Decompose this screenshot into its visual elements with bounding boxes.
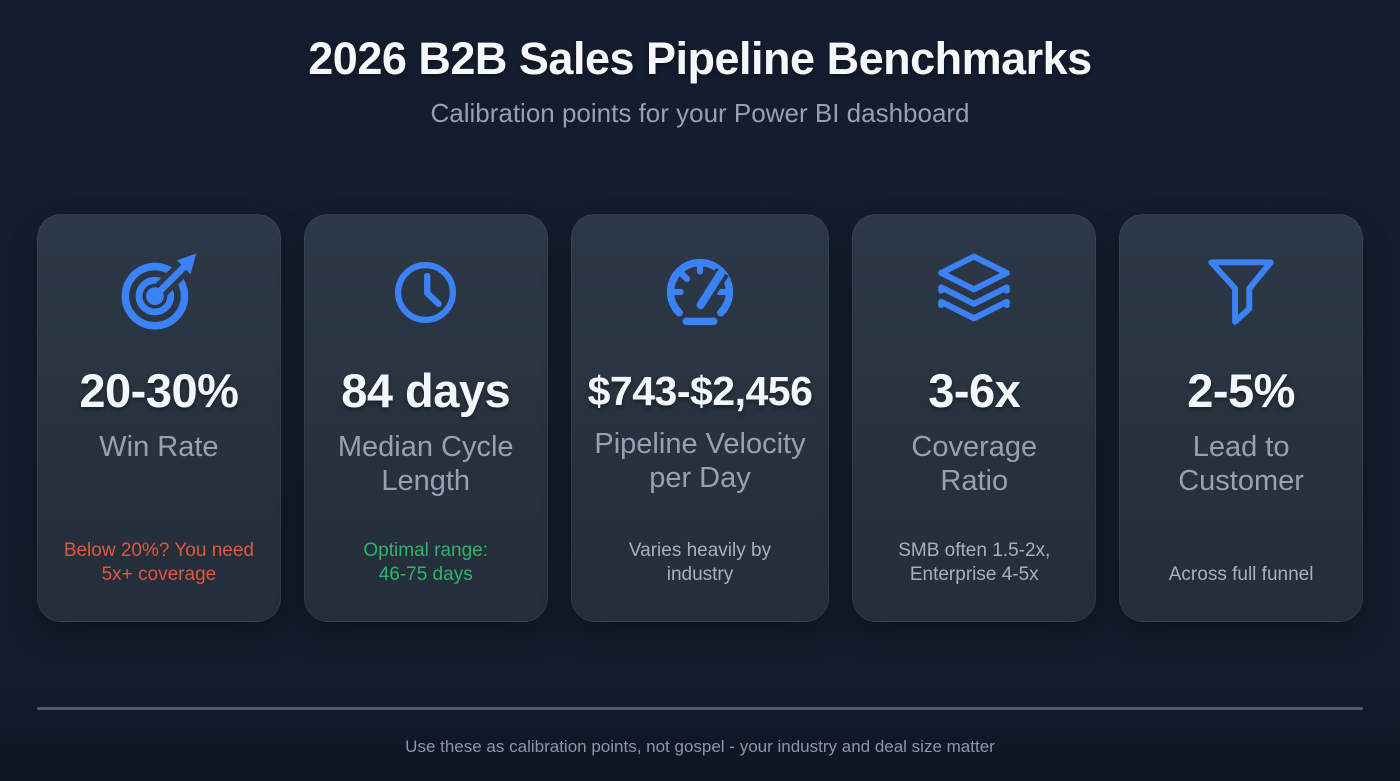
footer-disclaimer: Use these as calibration points, not gos…: [405, 737, 995, 756]
stat-value: 20-30%: [79, 364, 239, 417]
stat-card-coverage-ratio: 3-6x Coverage Ratio SMB often 1.5-2x, En…: [852, 214, 1097, 622]
stat-note: SMB often 1.5-2x, Enterprise 4-5x: [898, 540, 1051, 585]
stat-value: 84 days: [341, 364, 511, 417]
speedometer-icon: [660, 243, 740, 341]
stat-value: 2-5%: [1187, 364, 1295, 417]
stat-note: Across full funnel: [1168, 564, 1314, 585]
page-header: 2026 B2B Sales Pipeline Benchmarks Calib…: [0, 0, 1400, 129]
stat-label: Coverage Ratio: [911, 431, 1038, 497]
stat-label: Win Rate: [99, 431, 219, 463]
stat-card-lead-to-customer: 2-5% Lead to Customer Across full funnel: [1119, 214, 1363, 622]
stat-note: Varies heavily by industry: [628, 540, 772, 585]
stat-label: Median Cycle Length: [337, 431, 514, 497]
stat-card-median-cycle-length: 84 days Median Cycle Length Optimal rang…: [303, 214, 548, 622]
page-title: 2026 B2B Sales Pipeline Benchmarks: [308, 33, 1092, 84]
footer-divider: [37, 707, 1363, 710]
stat-note: Optimal range: 46-75 days: [363, 540, 489, 585]
page-subtitle: Calibration points for your Power BI das…: [430, 98, 970, 128]
stat-note: Below 20%? You need 5x+ coverage: [63, 540, 254, 585]
stat-label: Pipeline Velocity per Day: [594, 428, 806, 494]
stat-label: Lead to Customer: [1178, 431, 1304, 497]
stat-value: $743-$2,456: [587, 368, 813, 414]
stat-value: 3-6x: [928, 364, 1021, 417]
benchmark-cards-row: 20-30% Win Rate Below 20%? You need 5x+ …: [37, 214, 1363, 622]
funnel-icon: [1203, 243, 1279, 341]
stat-card-pipeline-velocity: $743-$2,456 Pipeline Velocity per Day Va…: [570, 214, 830, 622]
clock-icon: [389, 243, 462, 341]
target-arrow-icon: [115, 243, 203, 341]
layers-icon: [932, 243, 1016, 341]
stat-card-win-rate: 20-30% Win Rate Below 20%? You need 5x+ …: [37, 214, 281, 622]
